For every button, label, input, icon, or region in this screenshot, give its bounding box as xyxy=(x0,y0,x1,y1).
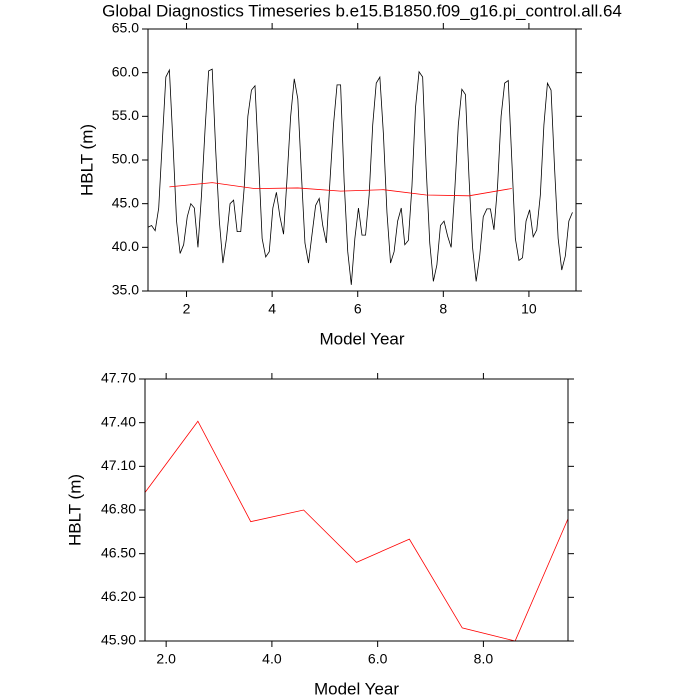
x-axis-label: Model Year xyxy=(314,679,399,698)
y-axis-label: HBLT (m) xyxy=(65,474,84,546)
x-tick-label: 6.0 xyxy=(368,651,388,667)
x-tick-label: 2 xyxy=(183,301,191,317)
y-tick-label: 46.80 xyxy=(101,501,136,517)
y-tick-label: 65.0 xyxy=(112,20,139,36)
y-axis-label: HBLT (m) xyxy=(77,124,96,196)
y-tick-label: 45.0 xyxy=(112,194,139,210)
y-tick-label: 47.40 xyxy=(101,413,136,429)
chart-title: Global Diagnostics Timeseries b.e15.B185… xyxy=(102,1,622,20)
x-axis-label: Model Year xyxy=(319,329,404,348)
x-tick-label: 4 xyxy=(268,301,276,317)
y-tick-label: 35.0 xyxy=(112,282,139,298)
data-line xyxy=(144,420,569,642)
x-tick-label: 10 xyxy=(521,301,537,317)
data-line xyxy=(169,182,512,197)
x-tick-label: 2.0 xyxy=(156,651,176,667)
x-tick-label: 8.0 xyxy=(474,651,494,667)
x-tick-label: 8 xyxy=(439,301,447,317)
data-line xyxy=(147,68,573,285)
y-tick-label: 47.70 xyxy=(101,370,136,386)
y-tick-label: 55.0 xyxy=(112,107,139,123)
y-tick-label: 40.0 xyxy=(112,238,139,254)
y-tick-label: 45.90 xyxy=(101,632,136,648)
plot-frame xyxy=(144,378,569,642)
y-tick-label: 60.0 xyxy=(112,63,139,79)
y-tick-label: 46.50 xyxy=(101,544,136,560)
y-tick-label: 50.0 xyxy=(112,151,139,167)
x-tick-label: 4.0 xyxy=(262,651,282,667)
y-tick-label: 46.20 xyxy=(101,588,136,604)
y-tick-label: 47.10 xyxy=(101,457,136,473)
x-tick-label: 6 xyxy=(354,301,362,317)
